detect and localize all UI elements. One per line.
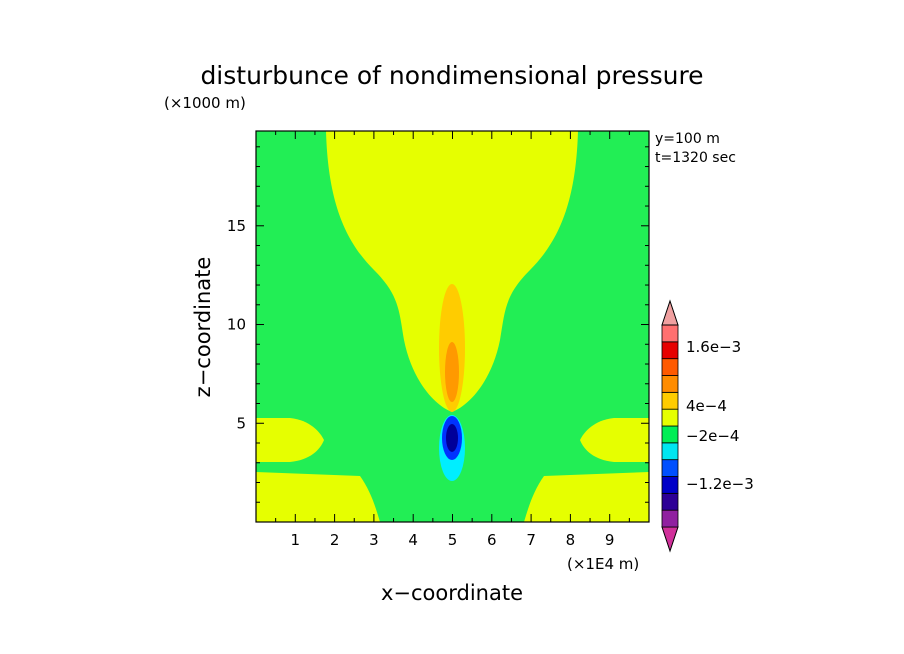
plot-area [255,130,650,523]
x-tick-label: 2 [330,531,340,549]
colorbar-label-3: −2e−4 [686,427,739,445]
y-axis-label: z−coordinate [191,257,215,398]
colorbar-segment [661,492,679,511]
colorbar-label-1: 1.6e−3 [686,338,741,356]
x-tick-label: 7 [526,531,536,549]
colorbar-segment [661,459,679,477]
x-axis-ticks: 1 2 3 4 5 6 7 8 9 [275,131,630,549]
field-upper-plume [326,131,578,412]
colorbar-segment [661,509,679,528]
field-lower-right [524,472,649,522]
field-deepest-negative-core [446,424,458,452]
colorbar-segment [661,375,679,393]
colorbar-segment [661,408,679,427]
y-axis-ticks: 5 10 15 [227,146,649,503]
field-left-lobe [256,418,324,462]
x-unit-label: (×1E4 m) [567,555,639,573]
colorbar-label-2: 4e−4 [686,397,727,415]
x-tick-label: 6 [487,531,497,549]
x-tick-label: 4 [408,531,418,549]
colorbar-segment [661,341,679,360]
colorbar-segment [661,425,679,444]
colorbar-segment [661,442,679,461]
colorbar-segment [661,358,679,376]
y-unit-label: (×1000 m) [164,94,246,112]
y-tick-label: 5 [236,414,246,432]
x-tick-label: 9 [605,531,615,549]
chart-title: disturbunce of nondimensional pressure [200,61,703,90]
annotation-t: t=1320 sec [655,150,736,166]
x-tick-label: 5 [448,531,458,549]
x-axis-label: x−coordinate [381,581,523,605]
colorbar-segment [661,476,679,494]
y-tick-label: 10 [227,316,246,334]
colorbar-label-4: −1.2e−3 [686,475,754,493]
field-lower-left [256,472,380,522]
x-tick-label: 3 [369,531,379,549]
field-center-strong-core [445,342,459,402]
annotation-y: y=100 m [655,131,720,147]
field-right-lobe [580,418,649,462]
colorbar-bottom-arrow [661,526,679,553]
colorbar-segment [661,324,679,343]
y-tick-label: 15 [227,217,246,235]
colorbar-top-arrow [661,299,679,326]
colorbar-segment [661,391,679,410]
x-tick-label: 1 [291,531,301,549]
colorbar [661,299,679,553]
x-tick-label: 8 [566,531,576,549]
